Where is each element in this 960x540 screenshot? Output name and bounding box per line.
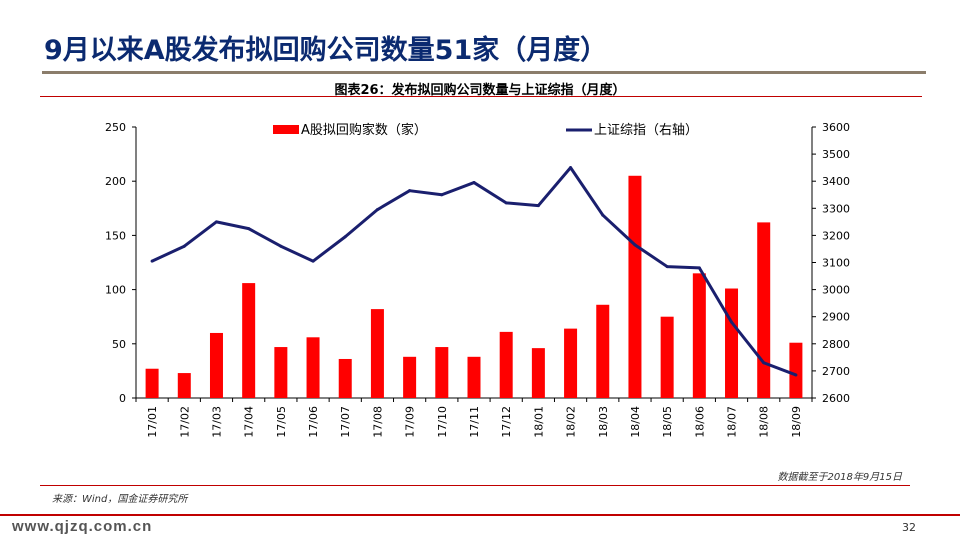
- bar-18/04: [628, 175, 642, 398]
- bar-18/08: [757, 222, 771, 398]
- footer-divider: [0, 514, 960, 516]
- bar-17/09: [403, 356, 417, 398]
- x-tick-label: 18/03: [597, 406, 610, 438]
- x-tick-label: 17/10: [436, 406, 449, 438]
- left-tick-label: 100: [105, 284, 126, 297]
- index-point-17/04: [247, 227, 251, 231]
- legend: A股拟回购家数（家） 上证综指（右轴）: [273, 122, 698, 138]
- right-tick-label: 3600: [822, 121, 850, 134]
- index-point-18/05: [665, 265, 669, 269]
- right-tick-label: 3000: [822, 284, 850, 297]
- bar-17/12: [499, 331, 513, 398]
- index-point-17/05: [279, 244, 283, 248]
- slide-title: 9月以来A股发布拟回购公司数量51家（月度）: [44, 35, 608, 66]
- left-tick-label: 0: [119, 392, 126, 405]
- bar-17/05: [274, 347, 288, 398]
- index-point-18/01: [536, 204, 540, 208]
- legend-bar-swatch: [273, 125, 299, 134]
- index-point-17/03: [214, 220, 218, 224]
- right-tick-label: 2700: [822, 365, 850, 378]
- bar-17/07: [338, 358, 352, 398]
- bar-18/03: [596, 304, 610, 398]
- index-point-17/09: [408, 189, 412, 193]
- index-point-17/12: [504, 201, 508, 205]
- x-tick-label: 18/06: [693, 406, 706, 438]
- bar-17/04: [242, 283, 256, 398]
- right-tick-label: 2600: [822, 392, 850, 405]
- x-tick-label: 17/12: [500, 406, 513, 438]
- right-tick-label: 3100: [822, 257, 850, 270]
- bars-layer: [145, 175, 803, 398]
- page-number: 32: [902, 521, 916, 534]
- index-point-18/06: [697, 266, 701, 270]
- index-point-18/04: [633, 243, 637, 247]
- bar-17/08: [370, 309, 384, 398]
- index-point-17/06: [311, 259, 315, 263]
- x-tick-label: 18/04: [629, 406, 642, 438]
- index-point-18/02: [569, 166, 573, 170]
- index-point-17/11: [472, 181, 476, 185]
- source-note: 来源：Wind，国金证券研究所: [52, 494, 188, 505]
- index-point-18/09: [794, 373, 798, 377]
- x-tick-label: 17/08: [371, 406, 384, 438]
- right-tick-label: 2900: [822, 311, 850, 324]
- x-tick-label: 17/06: [307, 406, 320, 438]
- x-tick-label: 17/02: [178, 406, 191, 438]
- right-tick-label: 3500: [822, 148, 850, 161]
- bar-17/02: [177, 373, 191, 398]
- left-tick-label: 50: [112, 338, 126, 351]
- bar-18/09: [789, 342, 803, 398]
- bar-18/02: [564, 328, 578, 398]
- x-tick-label: 17/09: [404, 406, 417, 438]
- bar-18/07: [725, 288, 739, 398]
- x-tick-label: 17/11: [468, 406, 481, 438]
- bar-17/10: [435, 347, 449, 398]
- bar-18/06: [692, 273, 706, 398]
- bar-17/01: [145, 368, 159, 398]
- axes-layer: 0 50 100 150 200 250 2600 2700 2800 2900 3000 3100 3…: [105, 121, 850, 438]
- left-tick-label: 150: [105, 229, 126, 242]
- note-divider: [40, 485, 910, 486]
- x-tick-label: 18/05: [661, 406, 674, 438]
- x-tick-label: 17/05: [275, 406, 288, 438]
- x-tick-label: 18/09: [790, 406, 803, 438]
- legend-bar-label: A股拟回购家数（家）: [301, 122, 427, 138]
- index-point-18/03: [601, 213, 605, 217]
- left-tick-label: 250: [105, 121, 126, 134]
- x-tick-label: 18/02: [565, 406, 578, 438]
- x-tick-label: 17/04: [243, 406, 256, 438]
- line-layer: [150, 166, 798, 377]
- x-tick-label: 18/08: [758, 406, 771, 438]
- legend-line-label: 上证综指（右轴）: [594, 123, 698, 138]
- bar-17/06: [306, 337, 320, 398]
- left-tick-label: 200: [105, 175, 126, 188]
- x-tick-label: 17/03: [210, 406, 223, 438]
- index-point-17/02: [182, 244, 186, 248]
- index-point-17/10: [440, 193, 444, 197]
- bar-18/01: [531, 348, 545, 398]
- figure-title: 图表26：发布拟回购公司数量与上证综指（月度）: [334, 83, 626, 98]
- x-tick-label: 17/07: [339, 406, 352, 438]
- x-tick-label: 17/01: [146, 406, 159, 438]
- index-point-18/08: [762, 361, 766, 365]
- bar-17/03: [209, 332, 223, 398]
- index-point-17/07: [343, 235, 347, 239]
- right-tick-label: 2800: [822, 338, 850, 351]
- site-watermark: www.qjzq.com.cn: [12, 518, 153, 535]
- figure-title-divider: [40, 96, 922, 97]
- index-point-17/01: [150, 259, 154, 263]
- x-tick-label: 18/07: [726, 406, 739, 438]
- x-tick-label: 18/01: [532, 406, 545, 438]
- bar-17/11: [467, 356, 481, 398]
- right-tick-label: 3200: [822, 229, 850, 242]
- index-point-17/08: [375, 208, 379, 212]
- bar-18/05: [660, 316, 674, 398]
- title-divider: [42, 71, 926, 74]
- right-tick-label: 3400: [822, 175, 850, 188]
- right-tick-label: 3300: [822, 202, 850, 215]
- index-point-18/07: [730, 320, 734, 324]
- data-cutoff-note: 数据截至于2018年9月15日: [777, 472, 902, 483]
